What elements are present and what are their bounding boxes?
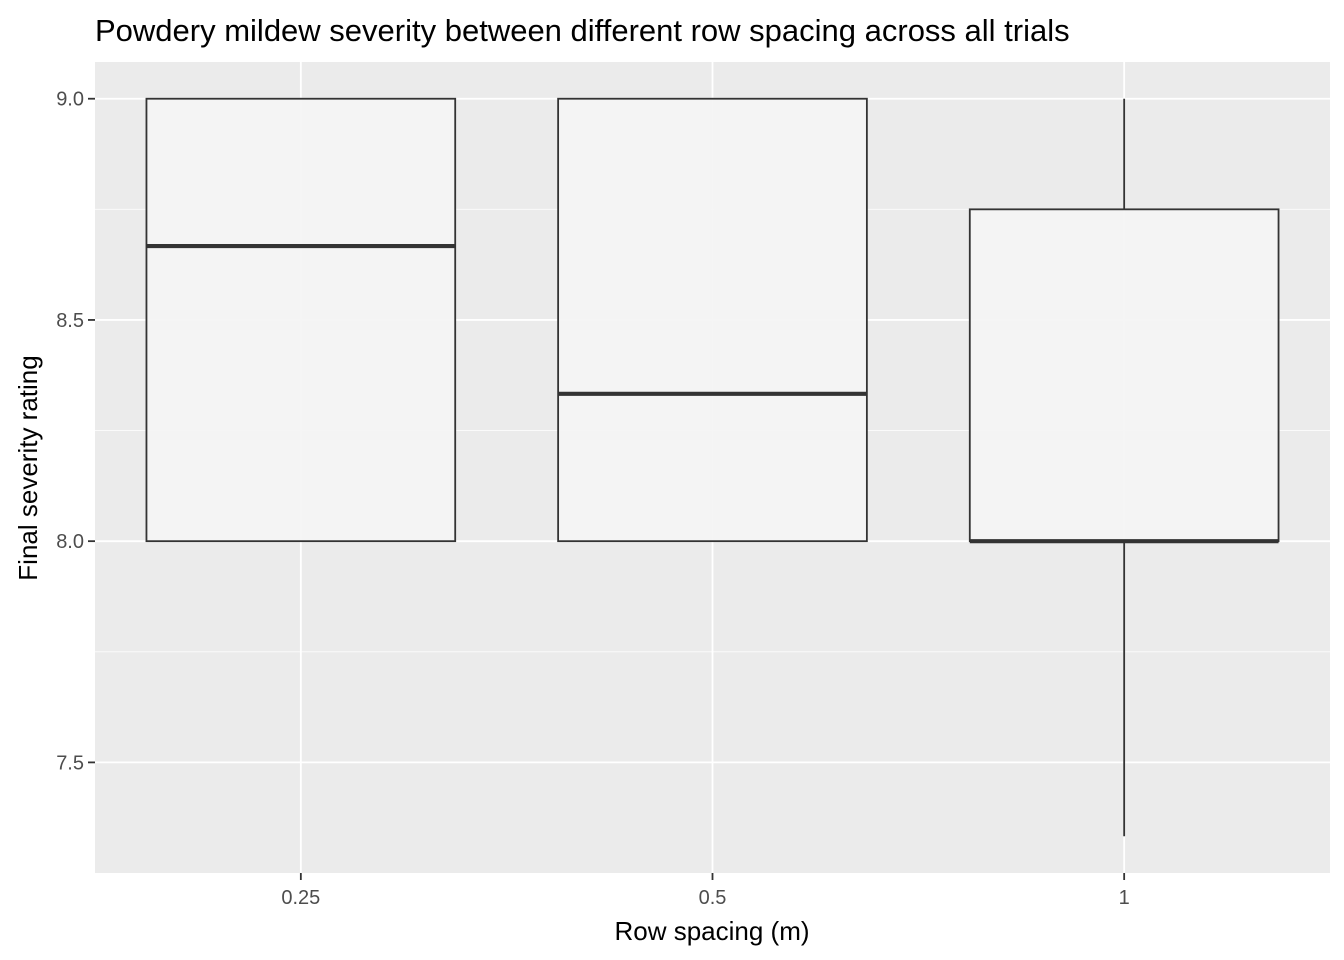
y-tick-label: 8.5 (56, 310, 84, 332)
box-0.25 (145, 97, 457, 543)
box-1 (968, 98, 1280, 837)
box-iqr (557, 97, 868, 543)
chart-title: Powdery mildew severity between differen… (95, 13, 1070, 48)
y-tick-label: 7.5 (56, 752, 84, 774)
box-iqr (968, 208, 1280, 543)
y-axis-ticks: 7.5 8.0 8.5 9.0 (56, 89, 95, 774)
y-tick-label: 9.0 (56, 89, 84, 111)
boxes (145, 97, 1280, 837)
x-tick-label: 0.25 (281, 887, 320, 909)
x-axis-ticks: 0.25 0.5 1 (281, 873, 1130, 909)
y-tick-label: 8.0 (56, 531, 84, 553)
box-iqr (145, 97, 457, 543)
y-axis-title: Final severity rating (13, 355, 43, 580)
box-0.5 (557, 97, 868, 543)
x-tick-label: 0.5 (699, 887, 727, 909)
x-axis-title: Row spacing (m) (614, 916, 809, 946)
x-tick-label: 1 (1119, 887, 1130, 909)
